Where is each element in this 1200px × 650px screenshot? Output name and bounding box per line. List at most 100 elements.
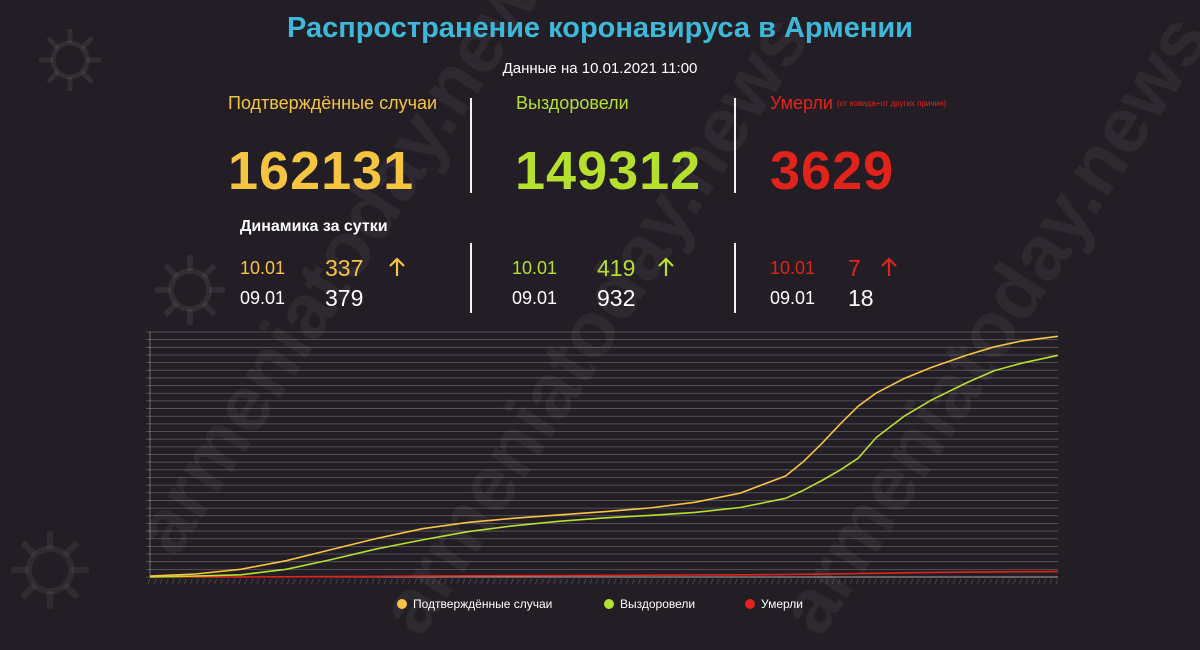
- recovered-label: Выздоровели: [516, 93, 629, 114]
- deaths-label: Умерли (от ковида+от других причин): [770, 93, 946, 114]
- divider: [470, 98, 472, 193]
- x-tick-mark: [401, 578, 405, 585]
- x-tick-mark: [159, 578, 163, 585]
- x-tick-mark: [523, 578, 526, 585]
- confirmed-total: 162131: [228, 141, 415, 201]
- x-tick-mark: [510, 578, 514, 585]
- x-tick-mark: [202, 578, 205, 585]
- x-tick-mark: [317, 578, 320, 585]
- x-tick-mark: [710, 578, 714, 585]
- confirmed-today-value: 337: [325, 255, 364, 281]
- x-tick-mark: [813, 578, 817, 585]
- recovered-label-text: Выздоровели: [516, 93, 629, 113]
- x-tick-mark: [740, 578, 744, 585]
- x-tick-mark: [323, 578, 326, 585]
- x-tick-mark: [286, 578, 290, 585]
- x-tick-mark: [849, 578, 853, 585]
- x-tick-mark: [371, 578, 375, 585]
- x-tick-mark: [964, 578, 968, 585]
- x-tick-mark: [171, 578, 175, 585]
- x-tick-mark: [559, 578, 562, 585]
- x-tick-mark: [365, 578, 369, 585]
- x-tick-mark: [293, 578, 296, 585]
- x-tick-mark: [638, 578, 641, 585]
- x-tick-mark: [601, 578, 605, 585]
- x-tick-mark: [153, 578, 157, 585]
- legend-item-confirmed: Подтверждённые случаи: [397, 597, 552, 611]
- x-tick-mark: [650, 578, 653, 585]
- x-tick-mark: [698, 578, 702, 585]
- x-tick-mark: [147, 578, 151, 585]
- x-tick-mark: [256, 578, 260, 585]
- x-tick-mark: [595, 578, 599, 585]
- virus-icon: [155, 255, 225, 325]
- x-tick-mark: [244, 578, 248, 585]
- legend-dot: [397, 599, 407, 609]
- divider: [470, 243, 472, 313]
- x-tick-mark: [656, 578, 659, 585]
- x-tick-mark: [886, 578, 889, 585]
- x-tick-mark: [450, 578, 453, 585]
- deaths-prev-value: 18: [848, 285, 874, 311]
- x-tick-mark: [547, 578, 550, 585]
- x-tick-mark: [184, 578, 187, 585]
- x-tick-mark: [516, 578, 520, 585]
- x-tick-mark: [353, 578, 357, 585]
- recovered-today-value: 419: [597, 255, 636, 281]
- series-line-1: [149, 354, 1059, 578]
- x-tick-mark: [819, 578, 823, 585]
- x-tick-mark: [958, 578, 962, 585]
- x-tick-mark: [196, 578, 199, 585]
- recovered-today-row: 10.01 419: [512, 255, 674, 281]
- deaths-prev-row: 09.01 18: [770, 285, 874, 311]
- x-tick-mark: [1007, 578, 1010, 585]
- x-tick-mark: [232, 578, 236, 585]
- x-tick-mark: [498, 578, 502, 585]
- x-tick-mark: [420, 578, 423, 585]
- confirmed-today-date: 10.01: [240, 258, 286, 278]
- x-tick-mark: [862, 578, 865, 585]
- x-tick-mark: [468, 578, 472, 585]
- deaths-today-row: 10.01 7: [770, 255, 897, 281]
- x-tick-mark: [359, 578, 363, 585]
- chart-legend: Подтверждённые случаи Выздоровели Умерли: [0, 597, 1200, 617]
- x-tick-mark: [946, 578, 950, 585]
- x-tick-mark: [1049, 578, 1053, 585]
- x-tick-mark: [607, 578, 611, 585]
- confirmed-today-row: 10.01 337: [240, 255, 405, 281]
- recovered-today-date: 10.01: [512, 258, 558, 278]
- recovered-total: 149312: [515, 141, 702, 201]
- x-tick-mark: [807, 578, 811, 585]
- virus-icon: [39, 29, 101, 91]
- x-tick-mark: [970, 578, 974, 585]
- x-tick-mark: [759, 578, 762, 585]
- x-tick-mark: [922, 578, 926, 585]
- confirmed-label-text: Подтверждённые случаи: [228, 93, 438, 113]
- x-tick-mark: [837, 578, 841, 585]
- x-tick-mark: [583, 578, 587, 585]
- x-tick-mark: [952, 578, 956, 585]
- x-tick-mark: [753, 578, 756, 585]
- x-tick-mark: [704, 578, 708, 585]
- x-tick-mark: [190, 578, 193, 585]
- legend-label: Подтверждённые случаи: [413, 597, 553, 611]
- x-tick-mark: [383, 578, 387, 585]
- x-tick-mark: [165, 578, 169, 585]
- x-tick-mark: [408, 578, 411, 585]
- x-tick-mark: [843, 578, 847, 585]
- x-tick-mark: [771, 578, 774, 585]
- x-tick-mark: [444, 578, 447, 585]
- x-tick-mark: [504, 578, 508, 585]
- x-tick-mark: [486, 578, 490, 585]
- x-tick-mark: [728, 578, 732, 585]
- x-tick-mark: [777, 578, 780, 585]
- x-tick-mark: [299, 578, 302, 585]
- x-tick-mark: [1001, 578, 1004, 585]
- x-tick-mark: [274, 578, 278, 585]
- x-tick-mark: [747, 578, 750, 585]
- x-tick-mark: [589, 578, 593, 585]
- recovered-prev-date: 09.01: [512, 288, 558, 308]
- x-tick-mark: [262, 578, 266, 585]
- x-tick-mark: [765, 578, 768, 585]
- x-tick-mark: [492, 578, 496, 585]
